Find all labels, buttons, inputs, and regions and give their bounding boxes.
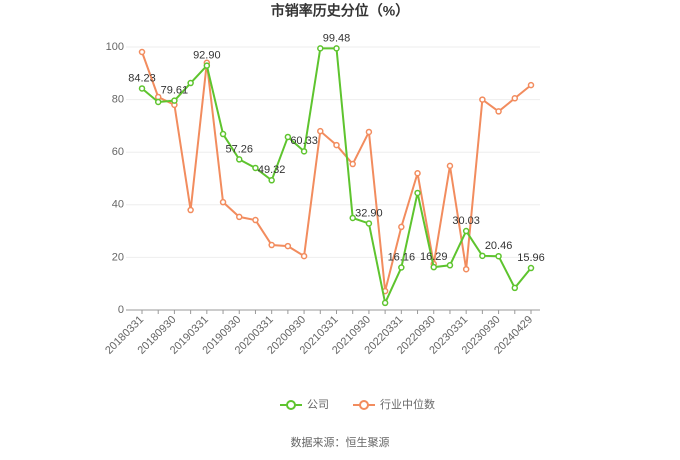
series-line [141, 51, 532, 292]
point [365, 128, 373, 136]
point [349, 214, 356, 222]
point [154, 98, 162, 106]
point [187, 79, 194, 87]
point [446, 162, 454, 170]
point [414, 189, 421, 197]
value-label: 60.33 [290, 135, 318, 147]
point [219, 130, 227, 138]
point [527, 81, 535, 89]
point [268, 177, 275, 184]
point [219, 198, 227, 206]
point [284, 133, 292, 141]
point [268, 241, 275, 249]
point [300, 148, 308, 155]
value-label: 79.61 [161, 85, 189, 97]
point [462, 265, 470, 273]
point [252, 216, 259, 224]
point [236, 213, 243, 221]
value-label: 32.90 [355, 207, 383, 219]
y-tick-label: 100 [106, 41, 124, 53]
point [414, 169, 421, 177]
point [171, 97, 178, 104]
chart-title: 市销率历史分位（%） [271, 3, 409, 19]
point [479, 252, 486, 260]
point [527, 264, 535, 272]
legend-swatch-marker [359, 400, 369, 410]
value-label: 16.16 [388, 251, 416, 263]
point [349, 160, 356, 168]
point [317, 127, 324, 135]
point [381, 299, 389, 307]
value-label: 20.46 [485, 240, 513, 252]
point [236, 156, 243, 163]
point [333, 141, 340, 149]
point [398, 264, 405, 271]
y-tick-label: 80 [112, 94, 124, 106]
point [203, 62, 211, 69]
value-label: 15.96 [517, 252, 545, 264]
point [284, 242, 292, 250]
point [317, 45, 324, 52]
point [398, 223, 405, 231]
value-label: 49.32 [258, 164, 286, 176]
point [252, 164, 259, 172]
point [495, 108, 502, 115]
y-tick-label: 20 [112, 251, 124, 263]
legend-swatch-marker [286, 400, 296, 410]
value-label: 16.29 [420, 251, 448, 263]
legend-label: 公司 [307, 399, 329, 411]
legend-label: 行业中位数 [380, 397, 435, 411]
y-tick-label: 40 [112, 199, 124, 211]
point [300, 252, 308, 260]
point [495, 252, 502, 260]
value-label: 92.90 [193, 50, 221, 62]
y-tick-label: 60 [112, 146, 124, 158]
point [333, 45, 340, 52]
point [462, 227, 470, 235]
point [511, 95, 519, 102]
point [138, 48, 146, 56]
value-label: 57.26 [225, 143, 253, 155]
point [479, 96, 486, 103]
value-label: 84.23 [128, 72, 156, 84]
value-label: 99.48 [323, 32, 351, 44]
series-line [141, 47, 532, 307]
point [511, 284, 519, 292]
source-note: 数据来源：恒生聚源 [291, 435, 390, 449]
point [138, 85, 146, 92]
point [187, 206, 194, 214]
point [365, 220, 373, 227]
point [446, 262, 454, 269]
value-label: 30.03 [452, 215, 480, 227]
point [430, 263, 437, 271]
y-tick-label: 0 [118, 304, 124, 316]
